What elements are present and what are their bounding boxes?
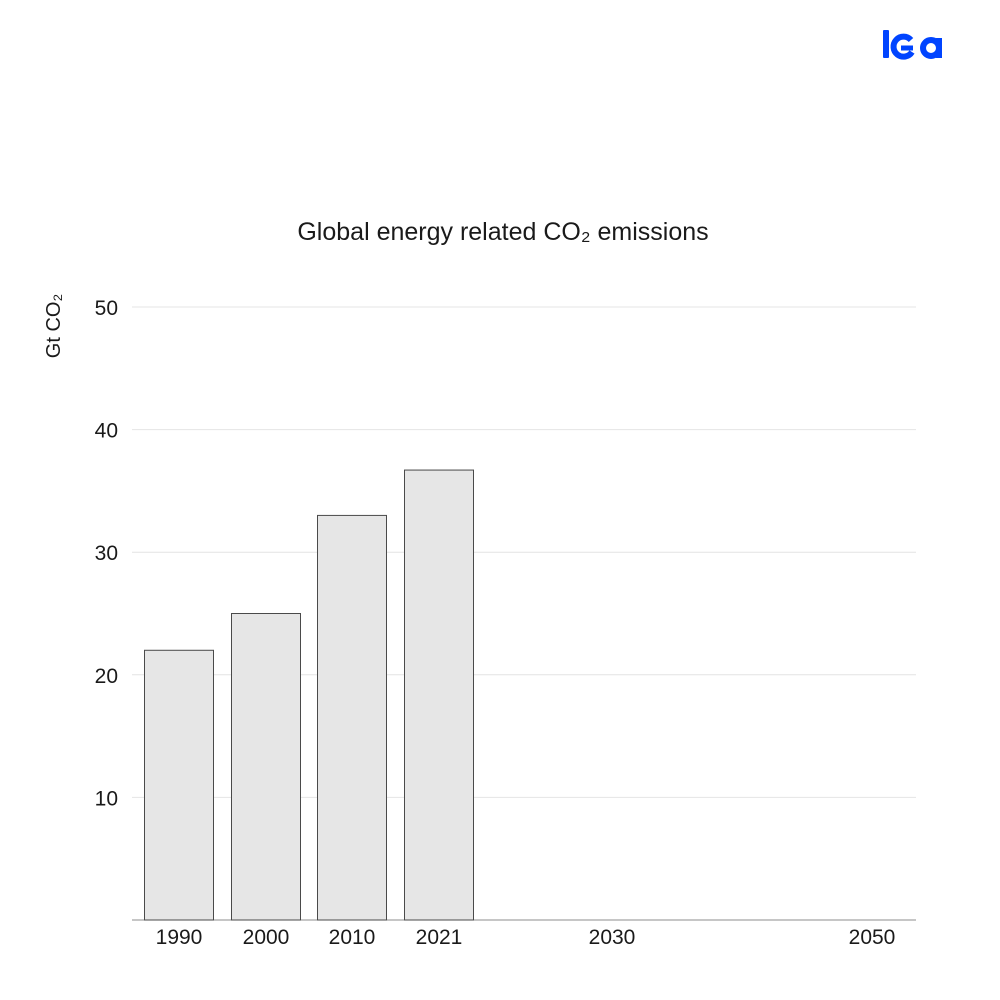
y-tick-label: 50 [95, 297, 118, 320]
x-tick-label: 2010 [329, 926, 376, 949]
y-tick-label: 20 [95, 665, 118, 688]
bar-2021 [404, 469, 474, 921]
bar-2000 [231, 613, 301, 921]
x-tick-label: 2000 [243, 926, 290, 949]
iea-logo-mark [883, 30, 942, 60]
x-tick-label: 1990 [156, 926, 203, 949]
y-axis-label: Gt CO₂ [43, 294, 65, 358]
iea-logo [878, 26, 948, 66]
y-tick-label: 10 [95, 787, 118, 810]
x-tick-label: 2030 [589, 926, 636, 949]
y-tick-label: 40 [95, 420, 118, 443]
bar-1990 [144, 649, 214, 921]
chart-title: Global energy related CO₂ emissions [297, 218, 708, 246]
y-tick-label: 30 [95, 542, 118, 565]
x-tick-label: 2021 [416, 926, 463, 949]
x-tick-label: 2050 [849, 926, 896, 949]
bar-2010 [317, 514, 387, 921]
